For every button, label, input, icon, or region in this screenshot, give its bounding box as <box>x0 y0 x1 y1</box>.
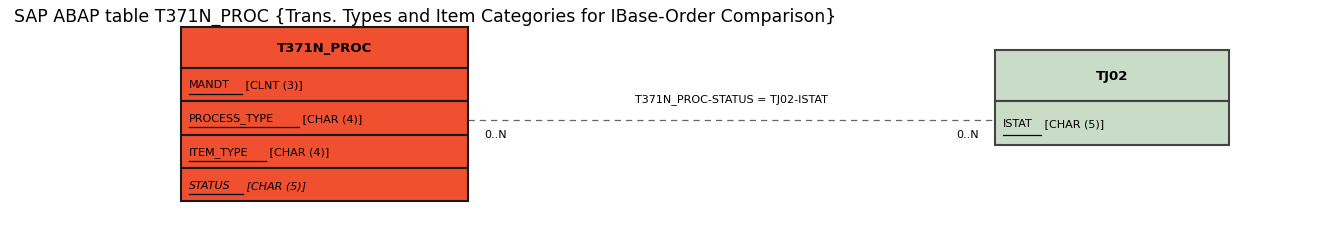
Text: T371N_PROC: T371N_PROC <box>277 42 371 55</box>
Bar <box>180 168 468 202</box>
Text: [CLNT (3)]: [CLNT (3)] <box>242 80 302 90</box>
Bar <box>180 102 468 135</box>
Text: STATUS: STATUS <box>188 180 231 190</box>
Text: ITEM_TYPE: ITEM_TYPE <box>188 146 248 157</box>
Text: T371N_PROC-STATUS = TJ02-ISTAT: T371N_PROC-STATUS = TJ02-ISTAT <box>635 94 828 105</box>
Text: [CHAR (5)]: [CHAR (5)] <box>1041 119 1105 128</box>
Text: TJ02: TJ02 <box>1096 70 1128 83</box>
Bar <box>995 102 1229 145</box>
Bar <box>180 135 468 168</box>
Text: MANDT: MANDT <box>188 80 230 90</box>
Bar <box>180 28 468 68</box>
Text: SAP ABAP table T371N_PROC {Trans. Types and Item Categories for IBase-Order Comp: SAP ABAP table T371N_PROC {Trans. Types … <box>15 8 836 26</box>
Text: 0..N: 0..N <box>957 130 979 140</box>
Bar <box>180 68 468 102</box>
Text: ISTAT: ISTAT <box>1003 119 1033 128</box>
Text: [CHAR (4)]: [CHAR (4)] <box>266 147 329 157</box>
Text: PROCESS_TYPE: PROCESS_TYPE <box>188 113 274 124</box>
Bar <box>995 51 1229 102</box>
Text: [CHAR (4)]: [CHAR (4)] <box>299 113 362 123</box>
Text: [CHAR (5)]: [CHAR (5)] <box>243 180 306 190</box>
Text: 0..N: 0..N <box>484 130 506 140</box>
